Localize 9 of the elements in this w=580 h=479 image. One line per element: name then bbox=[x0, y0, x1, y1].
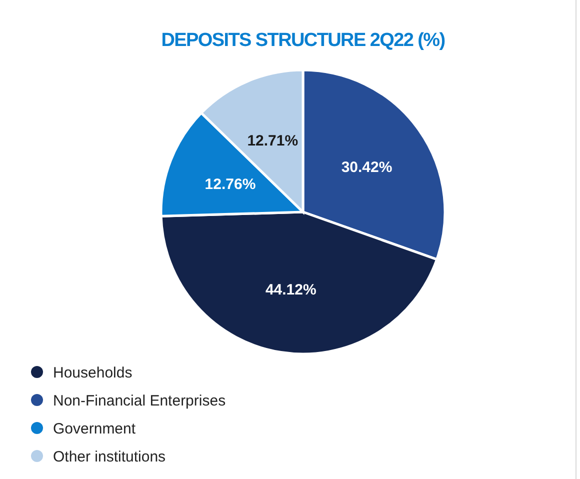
legend-label: Households bbox=[53, 364, 132, 382]
legend-label: Other institutions bbox=[53, 448, 166, 466]
data-label: 44.12% bbox=[265, 281, 316, 298]
data-label: 30.42% bbox=[341, 159, 392, 176]
data-label: 12.76% bbox=[204, 176, 256, 193]
legend-label: Government bbox=[53, 420, 136, 438]
data-label: 12.71% bbox=[247, 132, 298, 150]
chart-title: DEPOSITS STRUCTURE 2Q22 (%) bbox=[161, 30, 446, 51]
legend-label: Non-Financial Enterprises bbox=[53, 392, 226, 410]
